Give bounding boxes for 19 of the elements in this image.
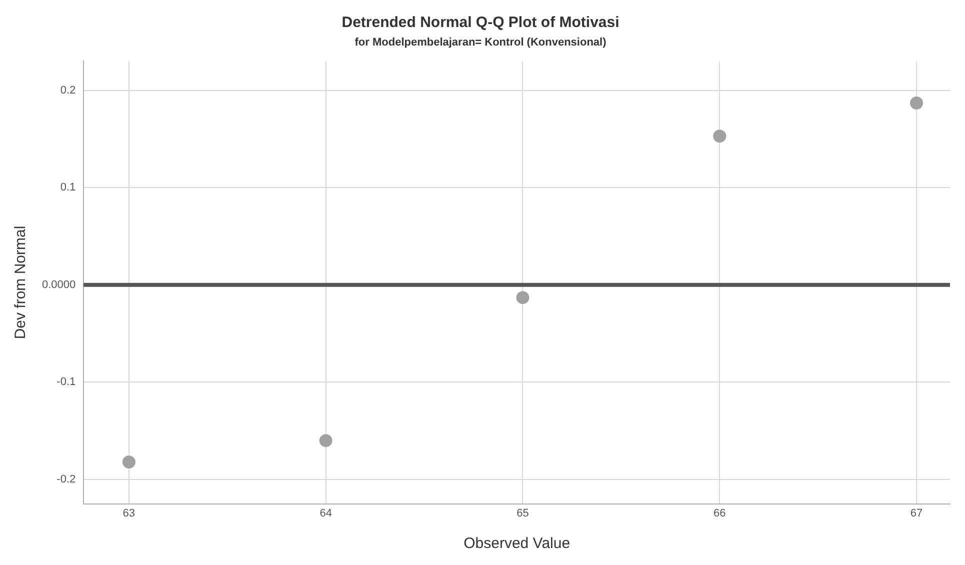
point: [516, 291, 530, 304]
y-tick-label: -0.2: [56, 474, 76, 486]
y-tick-label: 0.0000: [42, 278, 76, 291]
point: [910, 96, 924, 110]
x-tick-label: 65: [516, 507, 529, 520]
y-tick-label: 0.1: [60, 182, 76, 194]
x-axis-title: Observed Value: [464, 535, 570, 552]
chart-subtitle: for Modelpembelajaran= Kontrol (Konvensional): [354, 36, 607, 49]
y-tick-label: 0.2: [60, 84, 76, 96]
x-tick-label: 64: [320, 507, 332, 520]
point: [122, 455, 136, 468]
chart-title: Detrended Normal Q-Q Plot of Motivasi: [342, 14, 620, 32]
x-tick-label: 67: [910, 507, 923, 520]
point: [713, 130, 726, 143]
y-tick-label: -0.1: [56, 376, 76, 388]
point: [319, 434, 332, 448]
x-tick-label: 63: [122, 507, 136, 520]
y-axis-title: Dev from Normal: [12, 226, 30, 340]
x-tick-label: 66: [714, 507, 726, 520]
